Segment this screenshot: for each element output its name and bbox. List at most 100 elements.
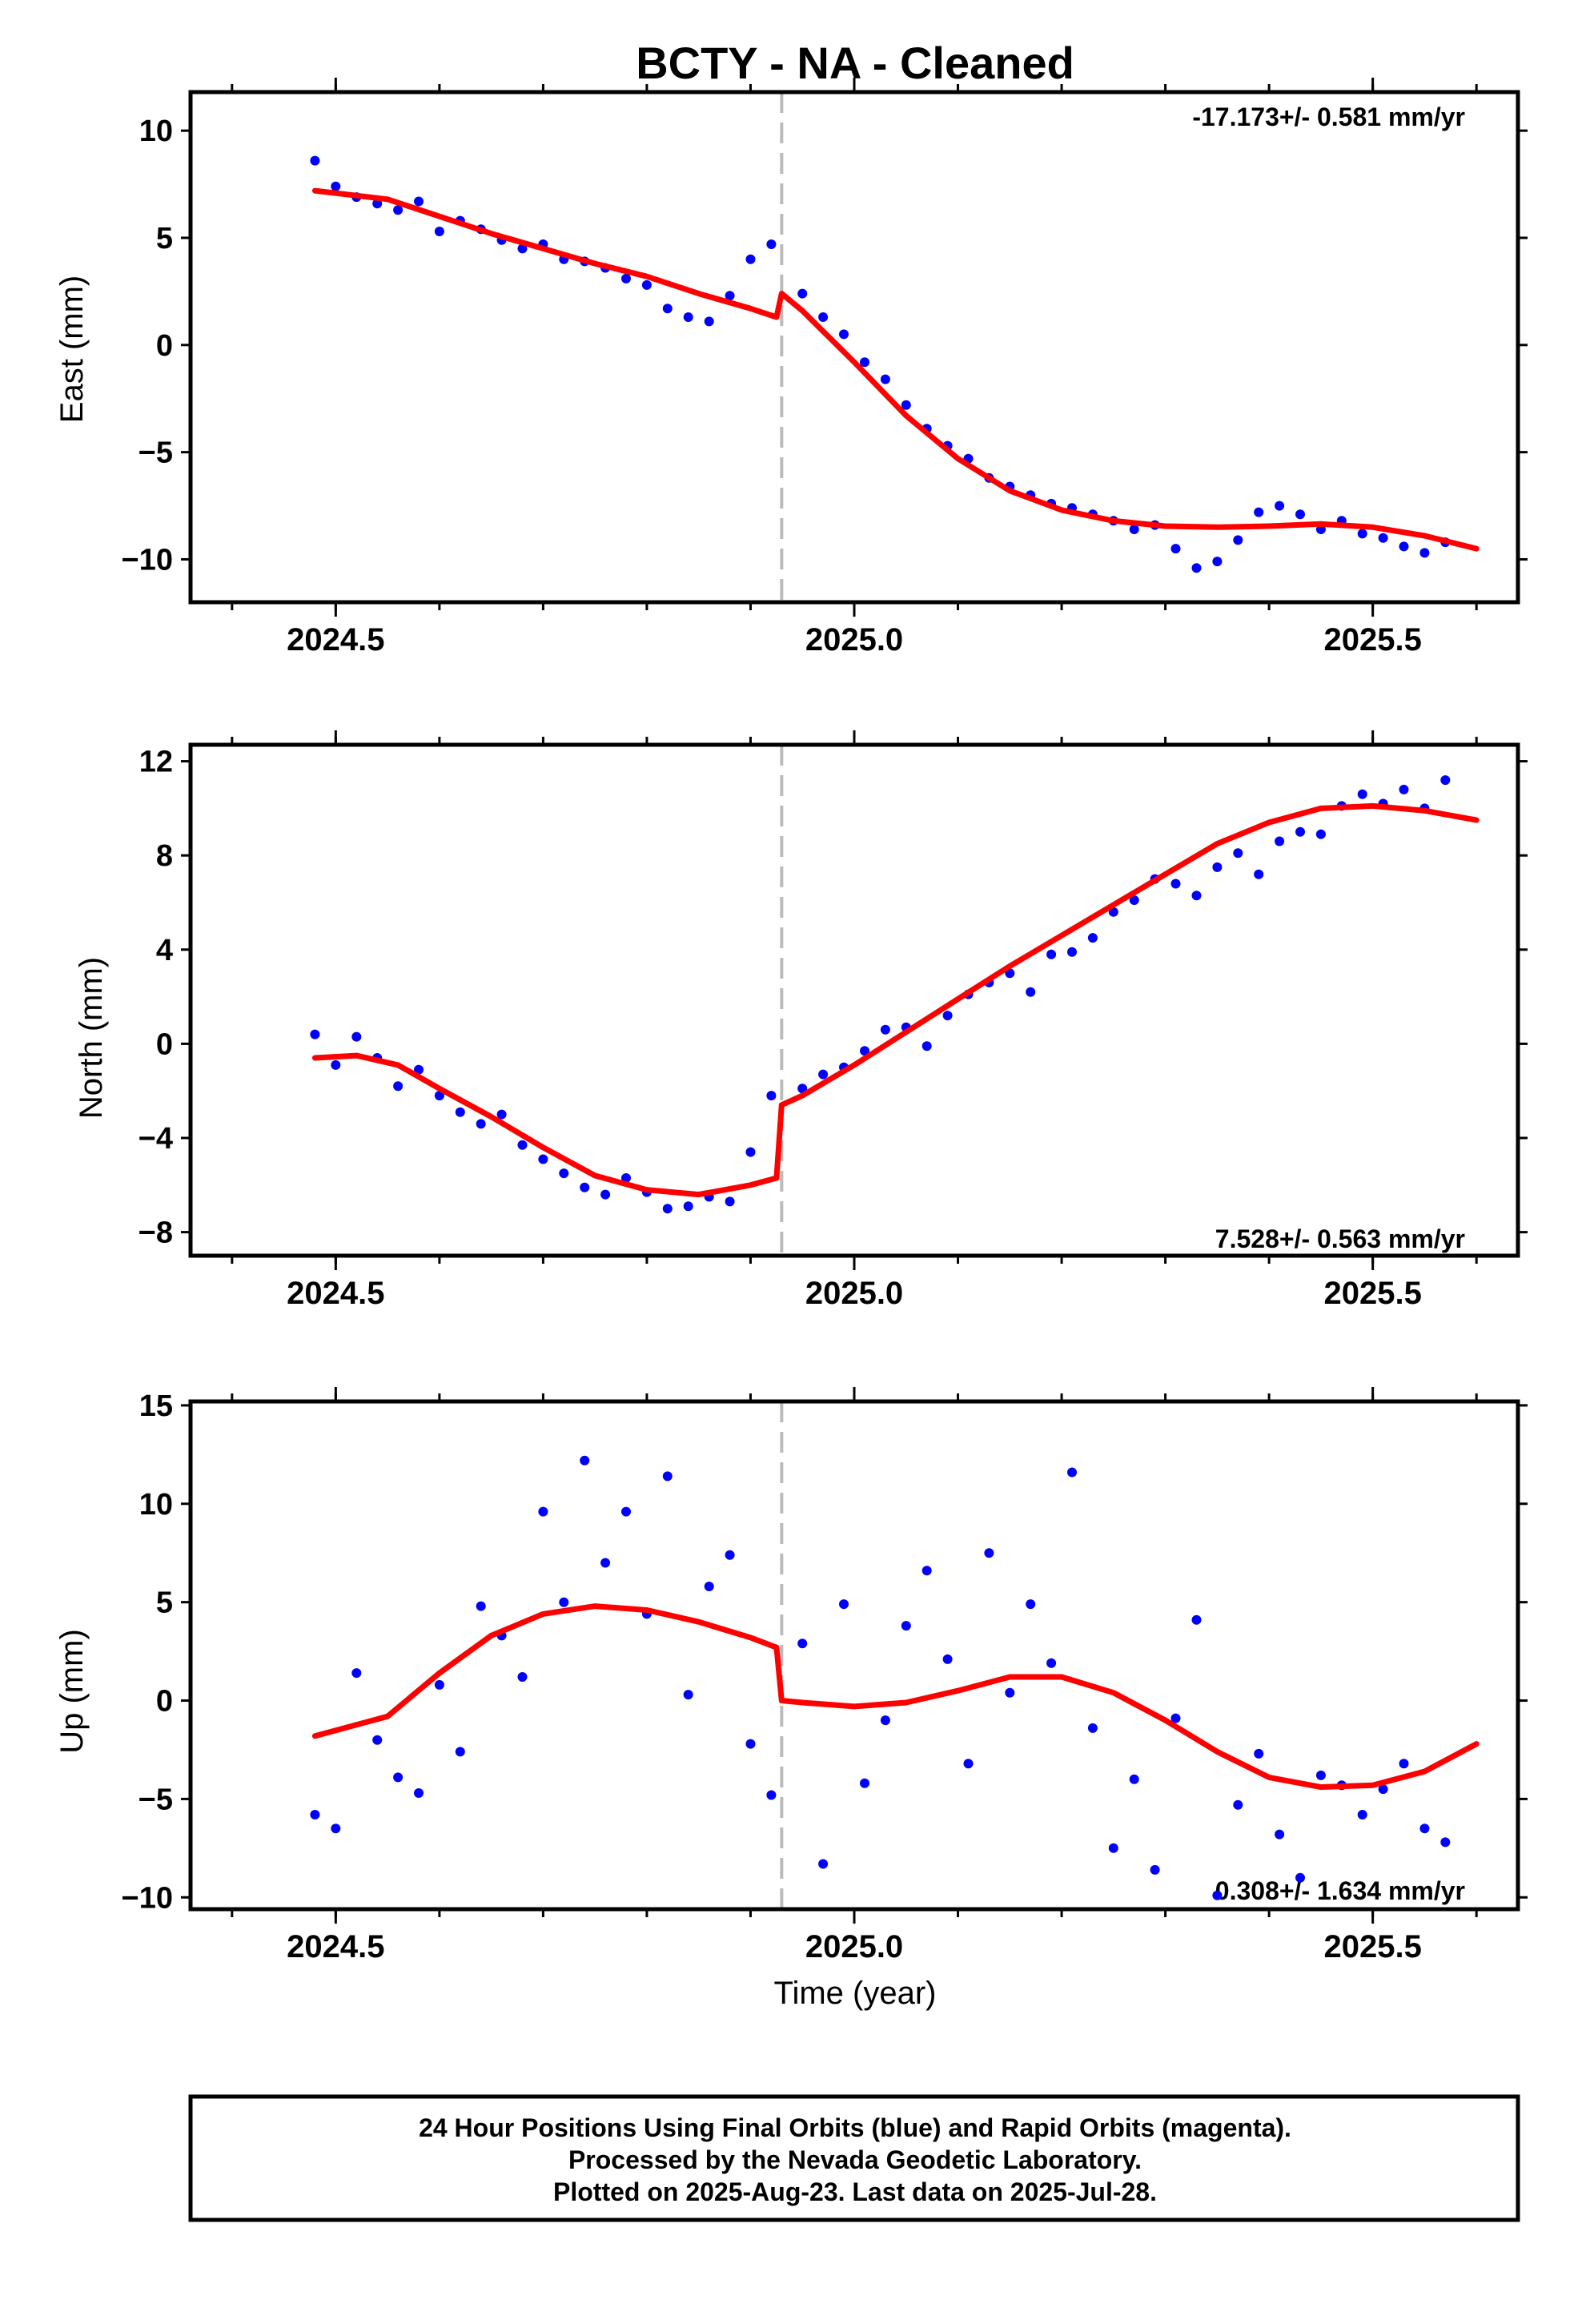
north-data-point [921,1041,932,1051]
east-data-point [1378,533,1388,543]
north-model-line [311,802,1480,1198]
up-data-point [839,1599,849,1610]
north-data-point [766,1091,777,1101]
east-data-point [1170,544,1181,554]
up-data-point [621,1506,631,1517]
up-data-point [745,1739,756,1749]
up-data-point [1005,1687,1015,1698]
north-y-tick-label: −8 [139,1216,173,1250]
up-data-point [725,1550,735,1560]
up-data-point [1108,1843,1118,1853]
north-data-point [1129,895,1139,905]
north-data-point [1254,869,1264,879]
north-data-point [393,1081,404,1092]
up-data-point [331,1823,341,1834]
east-data-point [1419,548,1430,558]
north-data-point [725,1196,735,1207]
up-data-point [1046,1658,1057,1668]
north-data-point [1315,829,1326,839]
up-data-point [538,1506,548,1517]
north-plot-frame [188,742,1520,1258]
up-data-point [662,1471,673,1482]
up-data-point [351,1668,362,1679]
up-data-point [1212,1890,1223,1900]
footer-line-3: Plotted on 2025-Aug-23. Last data on 202… [553,2177,1157,2206]
north-data-point [942,1011,953,1021]
east-y-tick-label: −10 [122,543,173,577]
up-data-point [1399,1759,1409,1769]
north-x-tick-label: 2025.0 [805,1276,903,1311]
up-data-point [1233,1799,1243,1810]
east-data-point [1233,535,1243,545]
north-data-point [1191,891,1202,901]
north-data-point [1087,933,1098,943]
east-data-point [662,304,673,314]
east-data-point [1275,501,1285,511]
north-data-point [600,1189,611,1200]
north-data-point [1357,789,1367,799]
north-panel: North (mm) 7.528+/- 0.563 mm/yr −8 −4 0 4 8 1… [74,730,1528,1311]
up-model-line [311,1603,1480,1791]
north-data-point [1046,949,1057,959]
east-data-point [901,400,911,410]
up-data-point [1295,1872,1305,1883]
north-data-point [310,1029,320,1039]
up-data-point [580,1455,590,1466]
north-data-point [559,1168,569,1179]
x-axis-label: Time (year) [774,1976,937,2011]
up-data-point [766,1790,777,1800]
east-data-point [839,329,849,340]
up-data-point [600,1558,611,1568]
up-data-point [393,1772,404,1783]
north-data-point [1275,836,1285,846]
north-data-point [414,1064,424,1075]
up-data-point [1440,1837,1451,1848]
north-data-point [1170,879,1181,889]
north-data-point [517,1140,528,1150]
east-data-point [1254,507,1264,517]
north-data-point [351,1031,362,1042]
east-data-point [1357,529,1367,539]
up-y-tick-label: 10 [139,1488,173,1522]
up-x-tick-label: 2024.5 [287,1929,384,1964]
east-x-tick-label: 2025.0 [805,622,903,657]
east-y-tick-label: 0 [156,329,173,363]
north-data-point [683,1201,693,1212]
east-data-point [641,279,652,290]
north-data-point [880,1024,890,1035]
north-data-point [1233,848,1243,858]
north-data-point [476,1119,486,1129]
up-data-point [901,1621,911,1631]
east-y-tick-label: 10 [139,115,173,148]
footer-line-1: 24 Hour Positions Using Final Orbits (bl… [419,2113,1291,2142]
up-data-point [1254,1748,1264,1759]
east-data-point [1191,563,1202,573]
east-data-point [880,374,890,384]
up-panel: Up (mm) 0.308+/- 1.634 mm/yr −10 −5 0 5 10 15… [54,1387,1528,1964]
north-data-point [662,1204,673,1214]
east-y-tick-label: −5 [139,436,173,470]
up-data-point [1275,1829,1285,1839]
up-data-point [455,1747,465,1757]
east-rate-text: -17.173+/- 0.581 mm/yr [1192,103,1465,131]
up-y-tick-label: −5 [139,1783,173,1816]
east-panel: East (mm) -17.173+/- 0.581 mm/yr −10 −5 0 5… [54,78,1528,657]
up-data-point [434,1679,444,1690]
up-data-point [963,1759,974,1769]
up-data-point [414,1788,424,1798]
up-data-point [559,1597,569,1607]
up-y-tick-label: 5 [156,1586,173,1620]
east-data-point [797,288,808,299]
up-data-point [1150,1864,1160,1875]
north-data-point [496,1109,507,1120]
up-data-point [797,1638,808,1649]
east-data-point [434,227,444,236]
east-model-line [311,187,1480,552]
north-rate-text: 7.528+/- 0.563 mm/yr [1215,1224,1465,1253]
up-y-tick-label: −10 [122,1881,173,1915]
east-data-point [1212,557,1223,567]
north-data-point [1212,862,1223,872]
up-data-point [1378,1784,1388,1795]
north-data-point [1026,987,1036,997]
